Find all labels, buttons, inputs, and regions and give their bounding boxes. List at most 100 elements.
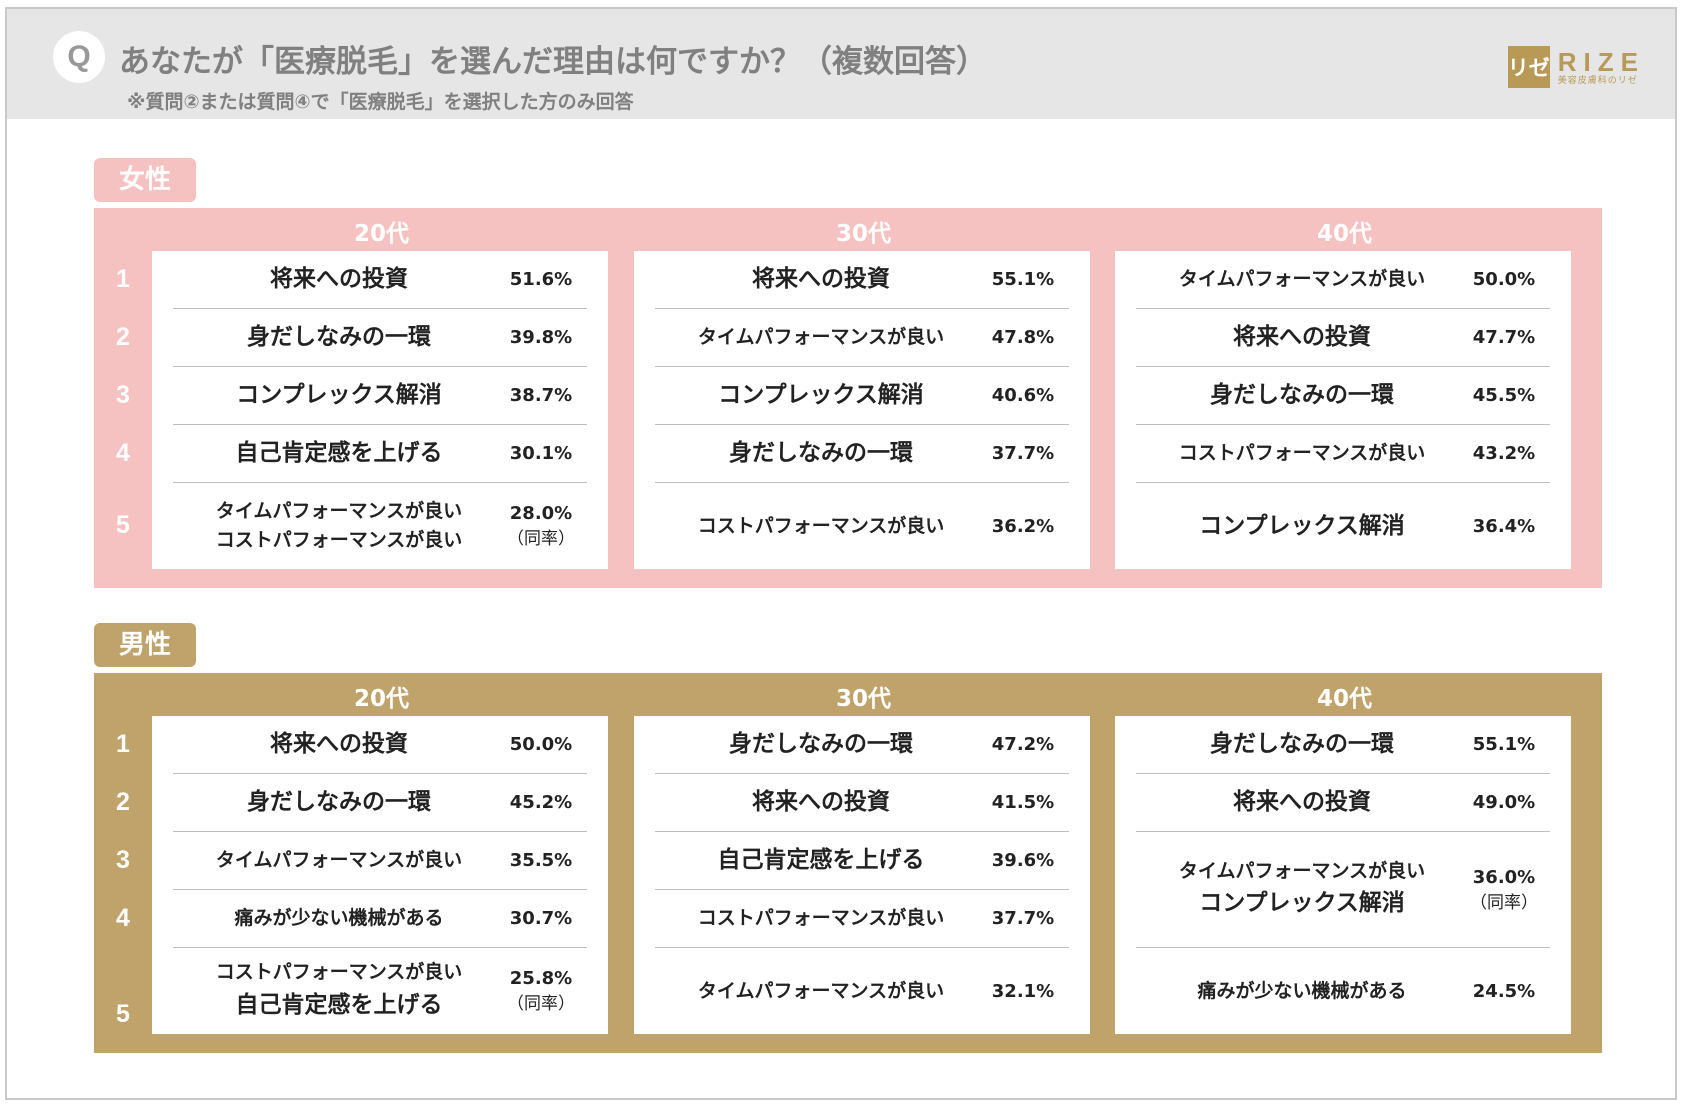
percentage-value: 30.1% bbox=[501, 425, 581, 482]
reason-label: 身だしなみの一環 bbox=[1136, 367, 1468, 424]
reason-text: タイムパフォーマンスが良い bbox=[1178, 859, 1426, 882]
table-row: タイムパフォーマンスが良い 35.5% bbox=[173, 832, 587, 890]
percentage-value: 38.7% bbox=[501, 367, 581, 424]
rank-number: 3 bbox=[116, 846, 130, 874]
table-row: 身だしなみの一環 45.2% bbox=[173, 774, 587, 832]
percentage-text: 39.6% bbox=[991, 850, 1055, 871]
percentage-text: 25.8% bbox=[509, 968, 573, 989]
reason-text: コストパフォーマンスが良い bbox=[697, 514, 945, 537]
gender-tag: 女性 bbox=[94, 158, 196, 202]
percentage-text: 51.6% bbox=[509, 269, 573, 290]
rank-number: 5 bbox=[116, 511, 130, 539]
ranking-box: 将来への投資 55.1% タイムパフォーマンスが良い 47.8% コンプレックス解消 40… bbox=[634, 251, 1090, 569]
reason-text: 痛みが少ない機械がある bbox=[234, 907, 444, 930]
reason-label: コストパフォーマンスが良い bbox=[1136, 425, 1468, 482]
table-row: 将来への投資 41.5% bbox=[655, 774, 1069, 832]
reason-label: タイムパフォーマンスが良い bbox=[1136, 251, 1468, 308]
percentage-value: 43.2% bbox=[1464, 425, 1544, 482]
percentage-value: 50.0% bbox=[1464, 251, 1544, 308]
reason-label: コンプレックス解消 bbox=[1136, 483, 1468, 569]
percentage-text: 45.5% bbox=[1472, 385, 1536, 406]
tie-note: （同率） bbox=[507, 529, 575, 549]
reason-text: 自己肯定感を上げる bbox=[235, 991, 443, 1018]
table-row: 自己肯定感を上げる 30.1% bbox=[173, 425, 587, 483]
question-subtitle: ※質問②または質問④で「医療脱毛」を選択した方のみ回答 bbox=[127, 91, 634, 113]
table-row: コストパフォーマンスが良い 43.2% bbox=[1136, 425, 1550, 483]
reason-label: コストパフォーマンスが良い 自己肯定感を上げる bbox=[173, 948, 505, 1034]
reason-label: 将来への投資 bbox=[1136, 774, 1468, 831]
tie-note: （同率） bbox=[1470, 892, 1538, 913]
percentage-text: 38.7% bbox=[509, 385, 573, 406]
percentage-value: 39.8% bbox=[501, 309, 581, 366]
age-column-header: 20代 bbox=[353, 686, 409, 712]
percentage-value: 24.5% bbox=[1464, 948, 1544, 1034]
percentage-value: 50.0% bbox=[501, 716, 581, 773]
percentage-value: 37.7% bbox=[983, 890, 1063, 947]
table-row: 痛みが少ない機械がある 24.5% bbox=[1136, 948, 1550, 1034]
reason-text: コストパフォーマンスが良い bbox=[697, 907, 945, 930]
reason-text: 将来への投資 bbox=[752, 266, 890, 293]
percentage-text: 47.2% bbox=[991, 734, 1055, 755]
reason-text: タイムパフォーマンスが良い bbox=[215, 499, 463, 522]
percentage-text: 30.7% bbox=[509, 908, 573, 929]
percentage-value: 55.1% bbox=[983, 251, 1063, 308]
reason-text: 自己肯定感を上げる bbox=[717, 847, 925, 874]
reason-label: 将来への投資 bbox=[1136, 309, 1468, 366]
reason-text: タイムパフォーマンスが良い bbox=[697, 979, 945, 1002]
reason-label: 身だしなみの一環 bbox=[173, 309, 505, 366]
percentage-value: 51.6% bbox=[501, 251, 581, 308]
percentage-value: 49.0% bbox=[1464, 774, 1544, 831]
reason-text: 将来への投資 bbox=[270, 266, 408, 293]
ranking-panel: 1 2 3 4 5 20代 将来への投資 50.0% 身だしなみの一環 45.2% タイムパフォーマ… bbox=[94, 673, 1602, 1053]
reason-label: 身だしなみの一環 bbox=[173, 774, 505, 831]
age-column-header: 30代 bbox=[835, 686, 891, 712]
percentage-value: 39.6% bbox=[983, 832, 1063, 889]
percentage-value: 36.4% bbox=[1464, 483, 1544, 569]
reason-text: コストパフォーマンスが良い bbox=[215, 529, 463, 551]
table-row: 身だしなみの一環 37.7% bbox=[655, 425, 1069, 483]
table-row: 身だしなみの一環 45.5% bbox=[1136, 367, 1550, 425]
percentage-text: 36.0% bbox=[1472, 866, 1536, 888]
gender-tag: 男性 bbox=[94, 623, 196, 667]
percentage-text: 32.1% bbox=[991, 980, 1055, 1002]
table-row: 身だしなみの一環 39.8% bbox=[173, 309, 587, 367]
percentage-text: 36.2% bbox=[991, 515, 1055, 537]
percentage-value: 47.7% bbox=[1464, 309, 1544, 366]
ranking-box: 身だしなみの一環 55.1% 将来への投資 49.0% タイムパフォーマンスが良い コンプ… bbox=[1115, 716, 1571, 1034]
percentage-text: 37.7% bbox=[991, 908, 1055, 929]
table-row: タイムパフォーマンスが良い 47.8% bbox=[655, 309, 1069, 367]
question-title: あなたが「医療脱毛」を選んだ理由は何ですか？（複数回答） bbox=[119, 44, 987, 80]
reason-label: 将来への投資 bbox=[655, 774, 987, 831]
rank-number: 1 bbox=[116, 265, 130, 293]
percentage-text: 55.1% bbox=[1472, 734, 1536, 755]
percentage-text: 28.0% bbox=[509, 503, 573, 524]
reason-text: 身だしなみの一環 bbox=[247, 789, 431, 816]
reason-label: タイムパフォーマンスが良い コンプレックス解消 bbox=[1136, 832, 1468, 947]
ranking-panel: 1 2 3 4 5 20代 将来への投資 51.6% 身だしなみの一環 39.8% コンプレックス解… bbox=[94, 208, 1602, 588]
table-row: 将来への投資 47.7% bbox=[1136, 309, 1550, 367]
logo-subtext: 美容皮膚科のリゼ bbox=[1557, 75, 1638, 86]
percentage-value: 41.5% bbox=[983, 774, 1063, 831]
ranking-box: 将来への投資 50.0% 身だしなみの一環 45.2% タイムパフォーマンスが良い 35.… bbox=[152, 716, 608, 1034]
reason-label: タイムパフォーマンスが良い コストパフォーマンスが良い bbox=[173, 483, 505, 569]
reason-label: コンプレックス解消 bbox=[655, 367, 987, 424]
reason-label: 痛みが少ない機械がある bbox=[173, 890, 505, 947]
reason-label: コストパフォーマンスが良い bbox=[655, 483, 987, 569]
reason-text: コンプレックス解消 bbox=[1199, 512, 1405, 539]
rank-number: 4 bbox=[116, 439, 130, 467]
table-row: コストパフォーマンスが良い 自己肯定感を上げる 25.8% （同率） bbox=[173, 948, 587, 1034]
reason-label: コストパフォーマンスが良い bbox=[655, 890, 987, 947]
reason-text: コンプレックス解消 bbox=[236, 382, 442, 409]
table-row: 将来への投資 51.6% bbox=[173, 251, 587, 309]
table-row: 将来への投資 50.0% bbox=[173, 716, 587, 774]
table-row: 身だしなみの一環 55.1% bbox=[1136, 716, 1550, 774]
percentage-text: 40.6% bbox=[991, 385, 1055, 406]
percentage-value: 55.1% bbox=[1464, 716, 1544, 773]
percentage-value: 47.8% bbox=[983, 309, 1063, 366]
slide-frame: Q あなたが「医療脱毛」を選んだ理由は何ですか？（複数回答） ※質問②または質問… bbox=[5, 7, 1677, 1100]
reason-label: 身だしなみの一環 bbox=[655, 425, 987, 482]
rize-logo: リゼ RIZE 美容皮膚科のリゼ bbox=[1507, 45, 1645, 89]
reason-label: 将来への投資 bbox=[655, 251, 987, 308]
ranking-box: タイムパフォーマンスが良い 50.0% 将来への投資 47.7% 身だしなみの一環 45.… bbox=[1115, 251, 1571, 569]
reason-text: 将来への投資 bbox=[270, 731, 408, 758]
